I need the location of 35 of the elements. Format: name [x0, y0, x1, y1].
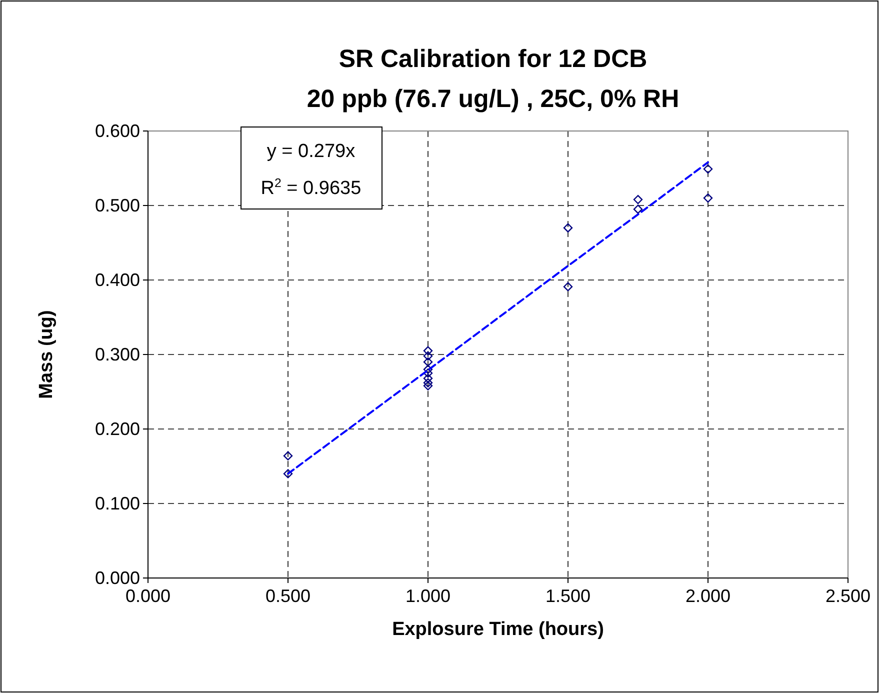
point	[703, 164, 713, 174]
point	[423, 351, 433, 361]
point	[423, 374, 433, 383]
y-axis-title: Mass (ug)	[36, 310, 57, 399]
point	[423, 364, 433, 374]
point	[423, 368, 433, 378]
point	[283, 469, 293, 478]
y-tick-label: 0.400	[94, 270, 140, 290]
annotation: y = 0.279x	[266, 141, 356, 162]
point	[423, 378, 433, 388]
chart-subtitle: 20 ppb (76.7 ug/L) , 25C, 0% RH	[306, 85, 680, 113]
point	[563, 223, 573, 232]
point	[283, 451, 293, 460]
y-tick-label: 0.000	[94, 568, 140, 588]
point	[423, 381, 433, 390]
x-tick-label: 1.000	[405, 586, 451, 606]
chart-title: SR Calibration for 12 DCB	[338, 45, 648, 73]
y-tick-label: 0.500	[94, 196, 140, 216]
y-tick-label: 0.600	[94, 121, 140, 141]
point	[563, 282, 573, 292]
y-tick-label: 0.300	[94, 344, 140, 364]
x-tick-label: 2.500	[825, 586, 871, 606]
y-tick-label: 0.100	[94, 494, 140, 514]
x-tick-label: 2.000	[685, 586, 731, 606]
annotation: R$^{2}$ = 0.9635	[260, 176, 362, 199]
point	[633, 194, 643, 204]
point	[423, 346, 433, 356]
point	[423, 357, 433, 367]
y-tick-label: 0.200	[94, 419, 140, 439]
point	[703, 193, 713, 203]
x-tick-label: 1.500	[545, 586, 591, 606]
x-tick-label: 0.500	[265, 586, 311, 606]
x-tick-label: 0.000	[125, 586, 171, 606]
x-axis-title: Explosure Time (hours)	[392, 619, 604, 640]
point	[633, 204, 643, 214]
